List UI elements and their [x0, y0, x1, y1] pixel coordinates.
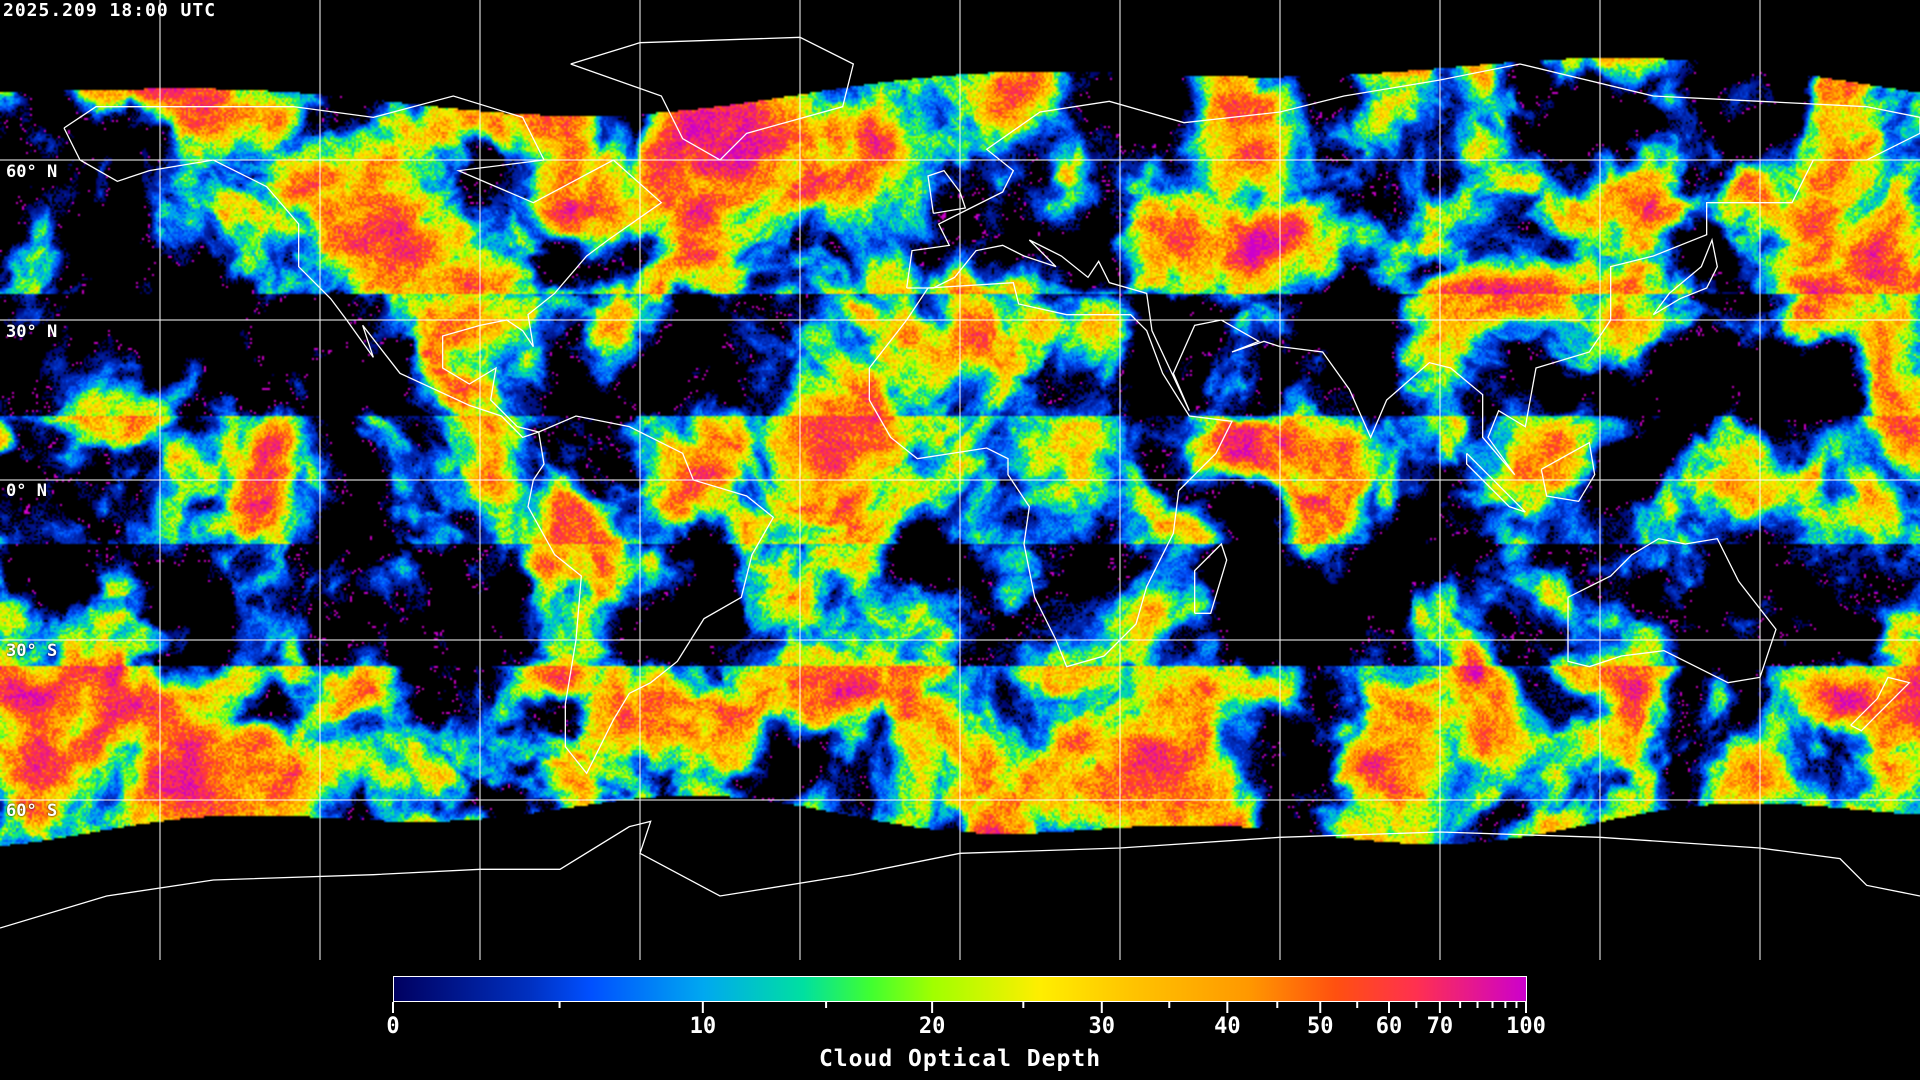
coastline-japan [1652, 237, 1719, 316]
coastline-sumatra [1466, 452, 1526, 513]
coastline-africa [868, 281, 1233, 668]
colorbar [393, 976, 1527, 1002]
colorbar-tick-label: 60 [1375, 1014, 1403, 1039]
colorbar-ticks [392, 1002, 1527, 1013]
colorbar-tick-label: 20 [918, 1014, 946, 1039]
coastline-south-america [527, 415, 775, 775]
colorbar-tick-label: 0 [386, 1014, 400, 1039]
colorbar-tick-label: 100 [1506, 1014, 1546, 1039]
lat-label-60s: 60° S [6, 801, 58, 821]
colorbar-tick-label: 70 [1426, 1014, 1454, 1039]
coastline-madagascar [1194, 542, 1228, 614]
map-overlay [0, 0, 1920, 960]
coastline-greenland [570, 36, 855, 161]
lat-label-60n: 60° N [6, 162, 58, 182]
colorbar-tick-label: 30 [1088, 1014, 1116, 1039]
lat-label-0n: 0° N [6, 481, 47, 501]
graticule [0, 0, 1920, 960]
colorbar-tick-label: 10 [689, 1014, 717, 1039]
coastline-new-zealand [1850, 676, 1911, 732]
coastline-eurasia [906, 63, 1920, 476]
cloud-optical-depth-map: 2025.209 18:00 UTC 60° N 30° N 0° N 30° … [0, 0, 1920, 960]
coastline-antarctica [0, 820, 1920, 929]
coastline-australia [1567, 537, 1777, 684]
lat-label-30n: 30° N [6, 322, 58, 342]
timestamp: 2025.209 18:00 UTC [3, 0, 217, 21]
colorbar-title: Cloud Optical Depth [818, 1046, 1102, 1072]
colorbar-tick-label: 40 [1214, 1014, 1241, 1039]
lat-label-30s: 30° S [6, 641, 58, 661]
colorbar-tick-label: 50 [1306, 1014, 1334, 1039]
coastline-borneo [1540, 441, 1596, 503]
coastline-north-america [63, 95, 663, 439]
